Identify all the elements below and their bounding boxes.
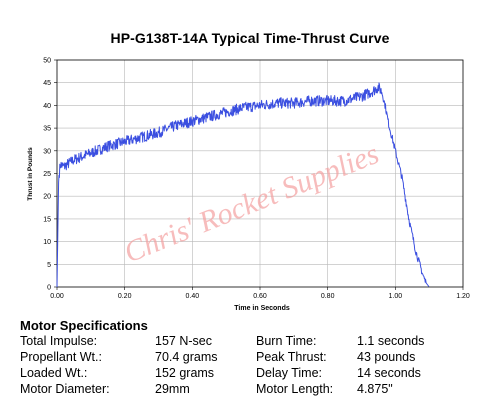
x-tick-label: 0.80 <box>321 293 335 300</box>
y-tick-label: 0 <box>47 285 51 292</box>
y-tick-label: 35 <box>43 126 51 133</box>
y-tick-label: 45 <box>43 80 51 87</box>
x-axis-label: Time in Seconds <box>234 305 290 312</box>
chart-ticks: 0 5 10 15 20 25 30 35 40 45 50 0.00 0.20 0.40 0.60 0.80… <box>43 58 470 301</box>
y-tick-label: 5 <box>47 262 51 269</box>
y-tick-label: 50 <box>43 58 51 65</box>
x-tick-label: 0.60 <box>253 293 267 300</box>
x-tick-label: 1.20 <box>456 293 470 300</box>
y-tick-label: 20 <box>43 194 51 201</box>
y-tick-label: 30 <box>43 148 51 155</box>
chart-axes <box>54 59 464 290</box>
x-tick-label: 0.20 <box>118 293 132 300</box>
x-tick-label: 1.00 <box>389 293 403 300</box>
chart-grid <box>57 60 463 287</box>
y-tick-label: 40 <box>43 103 51 110</box>
watermark: Chris' Rocket Supplies <box>119 137 383 269</box>
thrust-series-line <box>56 82 430 288</box>
y-tick-label: 25 <box>43 171 51 178</box>
y-tick-label: 15 <box>43 216 51 223</box>
y-tick-label: 10 <box>43 239 51 246</box>
y-axis-label: Thrust in Pounds <box>27 147 34 201</box>
chart-title: HP-G138T-14A Typical Time-Thrust Curve <box>110 30 390 46</box>
x-tick-label: 0.00 <box>50 293 64 300</box>
x-tick-label: 0.40 <box>186 293 200 300</box>
